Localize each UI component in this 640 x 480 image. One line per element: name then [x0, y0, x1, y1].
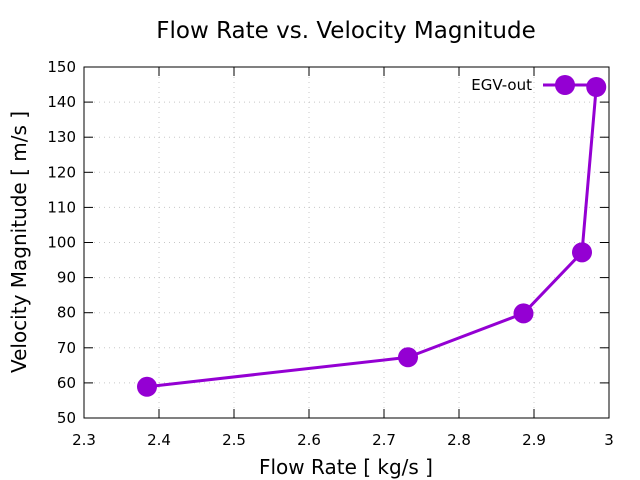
legend-label: EGV-out — [471, 76, 532, 94]
y-tick-label: 150 — [47, 58, 76, 76]
y-tick-label: 70 — [57, 339, 76, 357]
y-tick-label: 50 — [57, 409, 76, 427]
y-tick-label: 130 — [47, 128, 76, 146]
y-tick-label: 120 — [47, 163, 76, 181]
y-tick-label: 110 — [47, 198, 76, 216]
series-layer — [137, 77, 607, 397]
x-tick-label: 2.6 — [297, 431, 321, 449]
data-point — [513, 303, 534, 324]
series-line — [146, 86, 598, 389]
data-point — [398, 347, 418, 368]
legend-marker — [555, 75, 575, 95]
y-tick-label: 90 — [57, 269, 76, 287]
legend: EGV-out — [471, 75, 587, 95]
y-tick-label: 100 — [47, 234, 76, 252]
data-point — [137, 376, 157, 397]
y-axis-label: Velocity Magnitude [ m/s ] — [7, 111, 31, 373]
x-tick-label: 2.9 — [522, 431, 546, 449]
x-axis-label: Flow Rate [ kg/s ] — [259, 455, 433, 479]
y-tick-label: 80 — [57, 304, 76, 322]
data-point — [586, 77, 607, 98]
chart-title: Flow Rate vs. Velocity Magnitude — [156, 18, 535, 44]
tick-labels: 2.3 2.4 2.5 2.6 2.7 2.8 2.9 3 50 60 70 80 90 100 110 12… — [47, 58, 613, 449]
x-tick-label: 2.8 — [447, 431, 471, 449]
x-tick-label: 2.4 — [147, 431, 171, 449]
x-tick-label: 3 — [604, 431, 614, 449]
data-point — [572, 242, 592, 263]
ticks — [84, 67, 609, 418]
x-tick-label: 2.5 — [222, 431, 246, 449]
y-tick-label: 140 — [47, 93, 76, 111]
x-tick-label: 2.7 — [372, 431, 396, 449]
x-tick-label: 2.3 — [72, 431, 96, 449]
grid — [84, 67, 609, 418]
y-tick-label: 60 — [57, 374, 76, 392]
